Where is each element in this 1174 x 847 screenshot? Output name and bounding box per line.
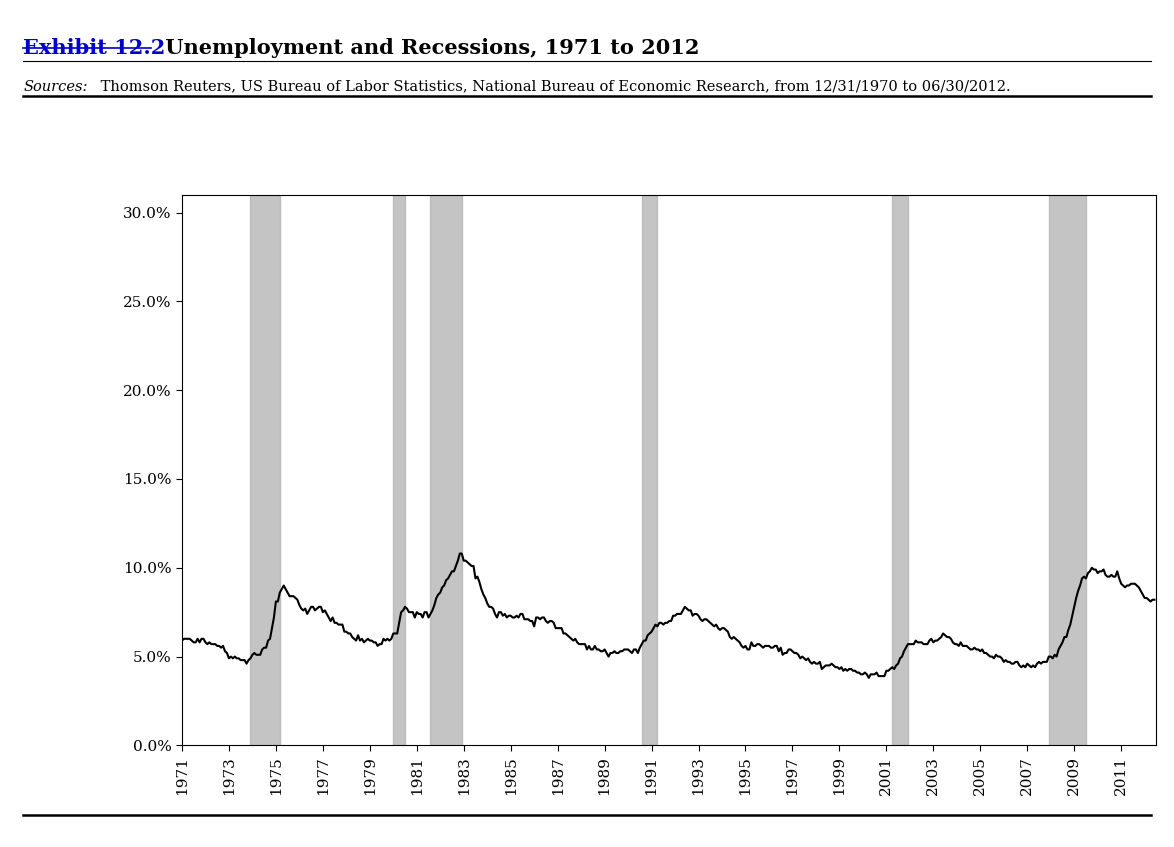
Text: Sources:: Sources: [23,80,88,94]
Bar [642,195,657,745]
Bar [892,195,908,745]
Bar [393,195,405,745]
Text: Unemployment and Recessions, 1971 to 2012: Unemployment and Recessions, 1971 to 201… [158,38,700,58]
Text: Exhibit 12.2: Exhibit 12.2 [23,38,166,58]
Text: Thomson Reuters, US Bureau of Labor Statistics, National Bureau of Economic Rese: Thomson Reuters, US Bureau of Labor Stat… [96,80,1011,94]
Bar [250,195,279,745]
Bar [1048,195,1086,745]
Bar [431,195,461,745]
